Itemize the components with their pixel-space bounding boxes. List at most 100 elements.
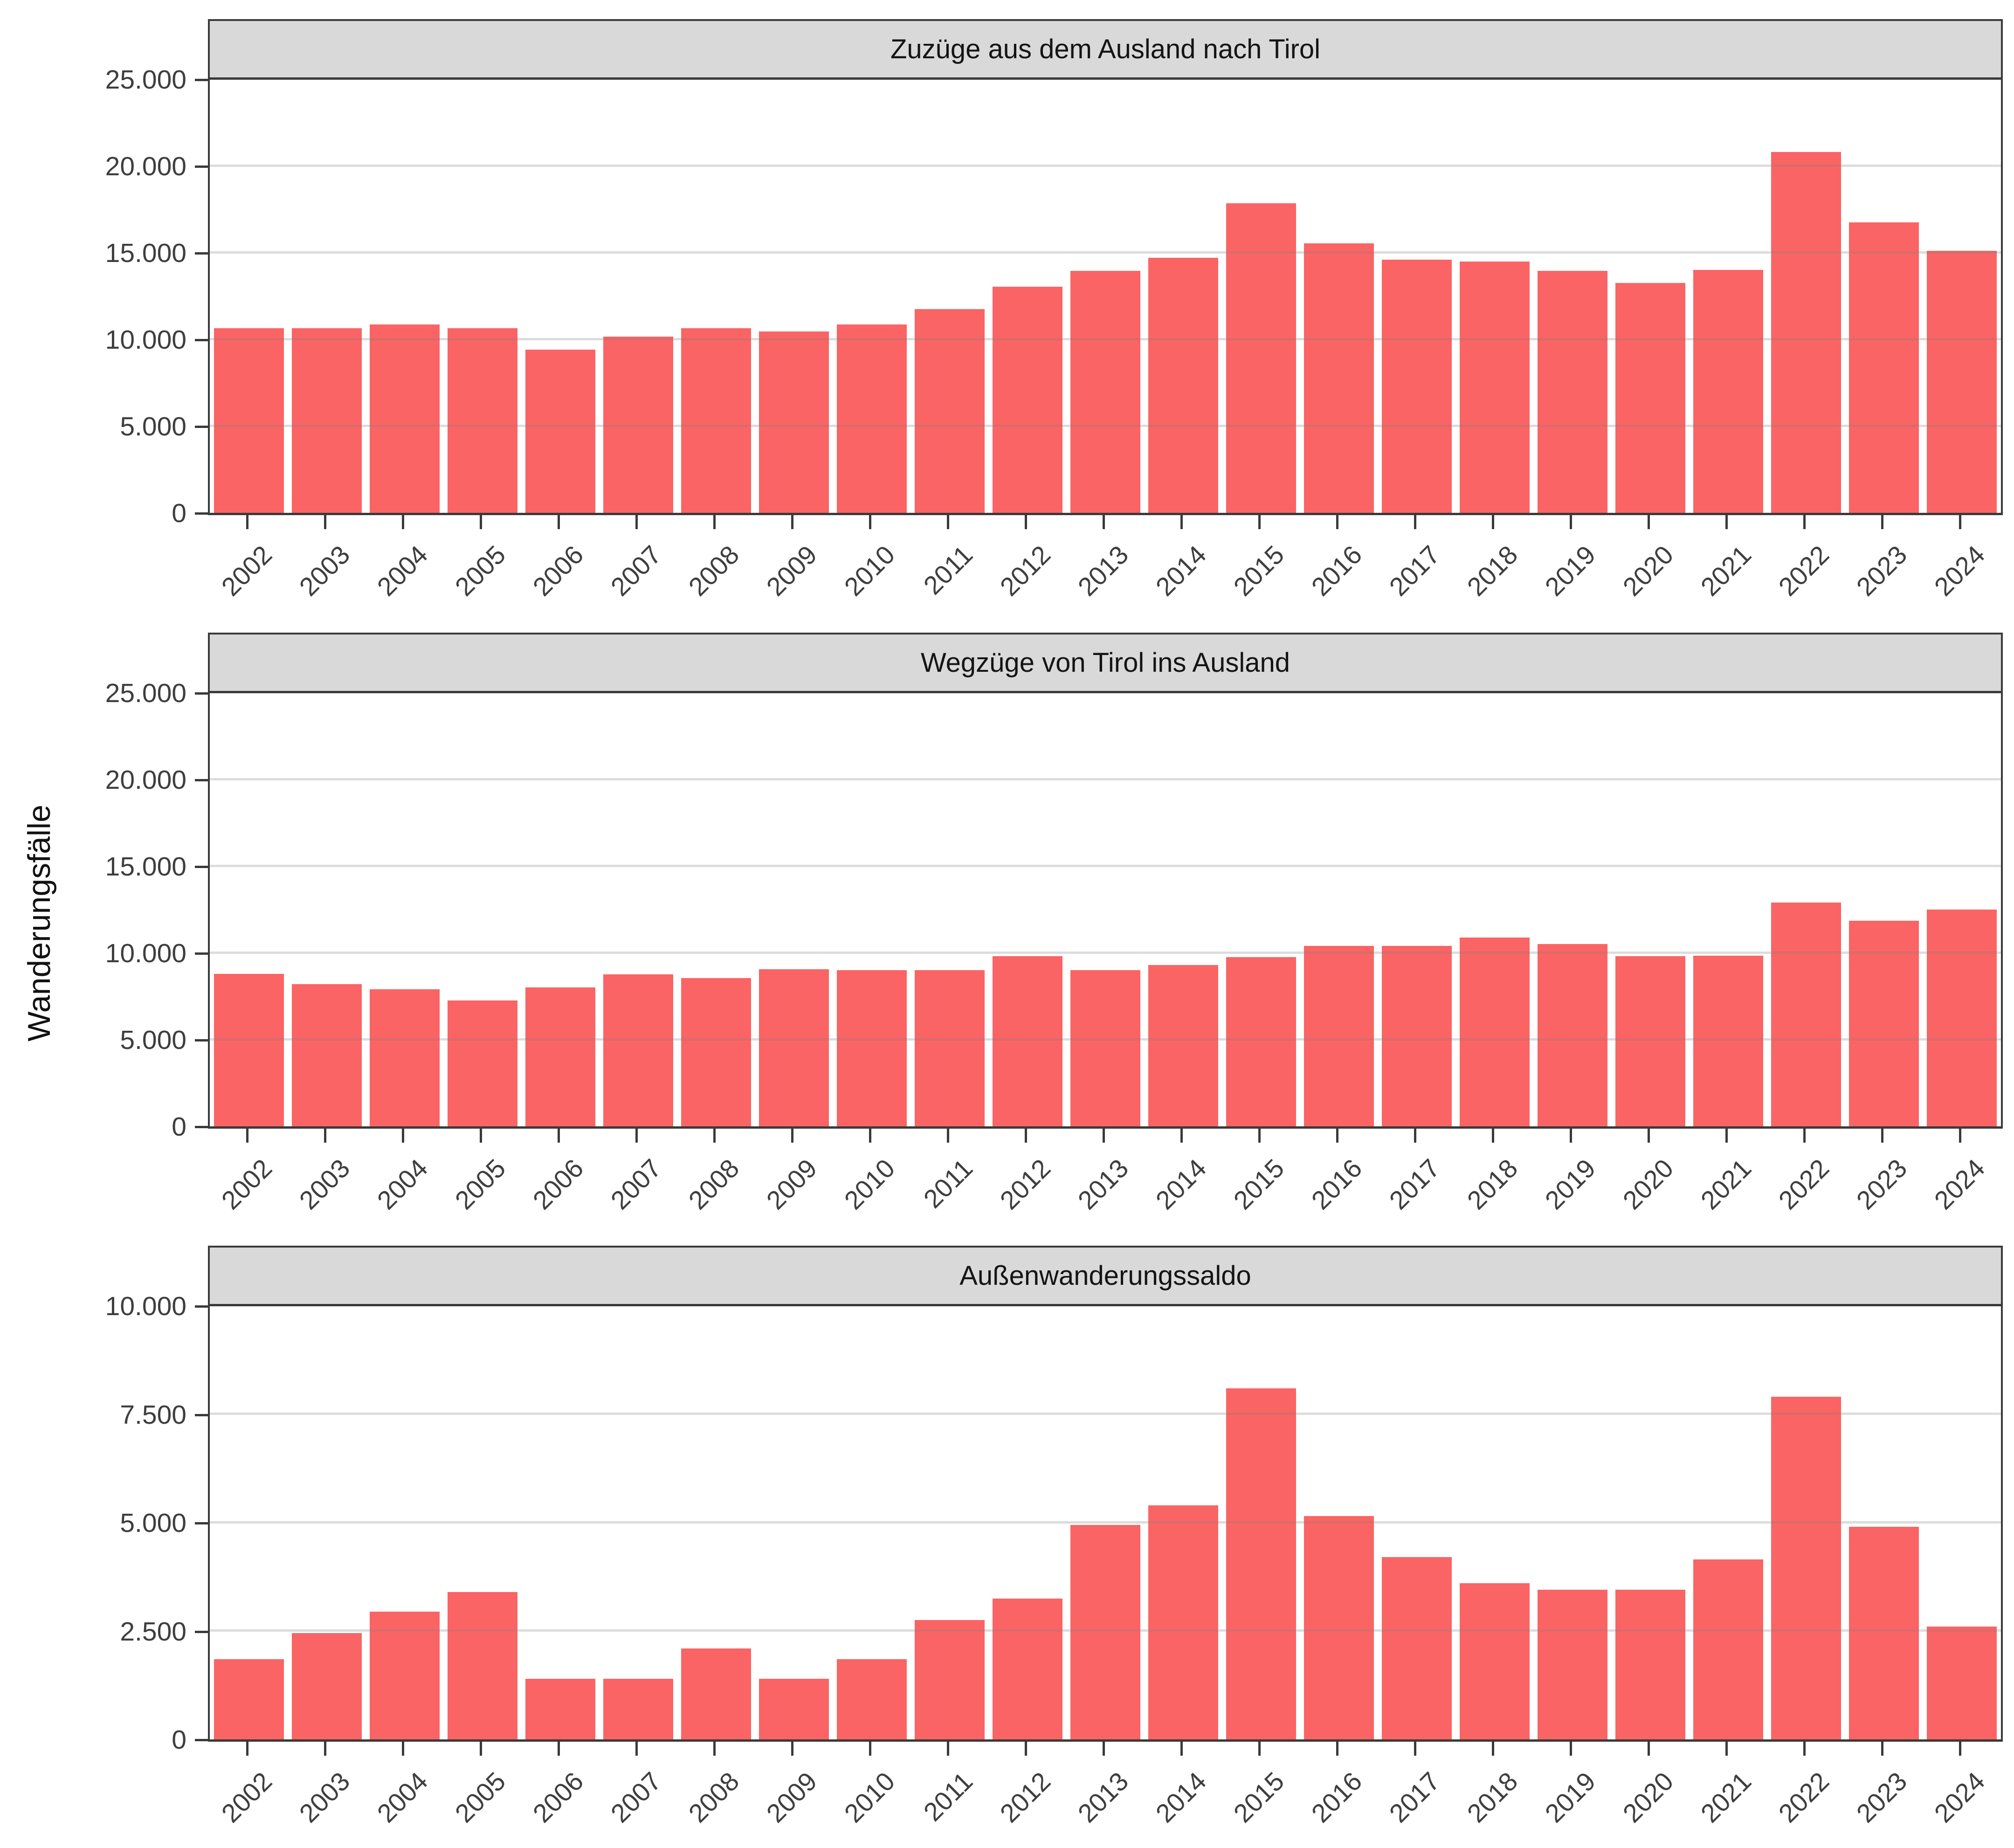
bar-2016 xyxy=(1304,946,1374,1126)
bar-2020 xyxy=(1615,956,1686,1126)
x-tick-label-2019: 2019 xyxy=(1539,539,1601,602)
plot-area: 0 5.000 10.000 15.000 20.000 25.000 xyxy=(105,678,2003,1142)
x-tick-mark-2023 xyxy=(1881,515,1884,529)
x-tick-label-2003: 2003 xyxy=(293,539,355,602)
y-tick-mark-15000 xyxy=(195,866,208,868)
x-tick-label-2024: 2024 xyxy=(1929,1766,1991,1828)
bar-2002 xyxy=(214,1659,284,1739)
x-tick-label-2015: 2015 xyxy=(1228,1153,1290,1215)
x-tick-mark-2007 xyxy=(635,515,638,529)
bar-2008 xyxy=(681,328,751,513)
x-tick-mark-2004 xyxy=(401,515,404,529)
x-tick-label-2023: 2023 xyxy=(1851,539,1913,602)
x-tick-mark-2003 xyxy=(324,1129,326,1143)
x-tick-mark-2018 xyxy=(1492,515,1495,529)
x-tick-label-2007: 2007 xyxy=(605,539,667,602)
x-tick-mark-2021 xyxy=(1725,515,1728,529)
y-tick-label-5000: 5.000 xyxy=(120,1025,186,1055)
x-tick-mark-2017 xyxy=(1414,1742,1417,1756)
x-tick-mark-2022 xyxy=(1803,515,1806,529)
x-tick-mark-2024 xyxy=(1959,1742,1962,1756)
x-tick-label-2011: 2011 xyxy=(917,539,979,600)
x-tick-mark-2015 xyxy=(1258,1129,1261,1143)
bar-2010 xyxy=(836,970,907,1126)
bar-2004 xyxy=(369,324,440,513)
bar-2005 xyxy=(447,1000,517,1126)
facet-strip: Wegzüge von Tirol ins Ausland xyxy=(208,633,2003,693)
x-tick-mark-2013 xyxy=(1103,515,1105,529)
x-tick-mark-2008 xyxy=(713,1742,716,1756)
x-tick-mark-2012 xyxy=(1024,1129,1027,1143)
x-tick-label-2021: 2021 xyxy=(1695,1153,1757,1215)
facet-title: Zuzüge aus dem Ausland nach Tirol xyxy=(890,34,1321,64)
x-tick-mark-2003 xyxy=(324,515,326,529)
bar-2009 xyxy=(759,331,829,513)
x-tick-label-2004: 2004 xyxy=(371,1153,433,1215)
bar-2008 xyxy=(681,978,751,1126)
x-tick-label-2023: 2023 xyxy=(1851,1153,1913,1215)
x-tick-label-2011: 2011 xyxy=(917,1153,979,1214)
y-tick-mark-10000 xyxy=(195,1305,208,1308)
bar-2002 xyxy=(214,328,284,513)
x-tick-label-2007: 2007 xyxy=(605,1766,667,1828)
y-tick-mark-15000 xyxy=(195,252,208,255)
bar-2017 xyxy=(1382,260,1452,513)
bar-2006 xyxy=(525,1679,595,1739)
bar-2011 xyxy=(914,309,985,513)
chart-panel-1: Zuzüge aus dem Ausland nach Tirol 0 5.000… xyxy=(105,19,2003,601)
plot-area: 0 5.000 10.000 15.000 20.000 25.000 xyxy=(105,65,2003,528)
y-tick-mark-5000 xyxy=(195,1039,208,1041)
bar-2003 xyxy=(291,328,362,513)
x-tick-mark-2006 xyxy=(557,1742,560,1756)
bar-2024 xyxy=(1927,1627,1997,1739)
y-tick-label-2500: 2.500 xyxy=(120,1616,186,1647)
x-tick-label-2021: 2021 xyxy=(1695,539,1757,602)
bar-2023 xyxy=(1849,222,1919,513)
x-tick-label-2022: 2022 xyxy=(1773,539,1835,602)
x-tick-label-2020: 2020 xyxy=(1617,1766,1679,1828)
plot-area: 0 2.500 5.000 7.500 10.000 xyxy=(105,1291,2003,1755)
y-tick-label-10000: 10.000 xyxy=(105,1291,186,1321)
x-tick-mark-2010 xyxy=(869,1742,871,1756)
x-tick-label-2005: 2005 xyxy=(449,539,511,602)
bar-2012 xyxy=(992,1599,1062,1739)
y-tick-label-25000: 25.000 xyxy=(105,65,186,95)
y-tick-mark-2500 xyxy=(195,1630,208,1633)
x-tick-mark-2009 xyxy=(791,1742,793,1756)
bar-2013 xyxy=(1070,970,1140,1126)
x-tick-label-2003: 2003 xyxy=(293,1766,355,1828)
bar-2013 xyxy=(1070,271,1140,513)
x-tick-mark-2014 xyxy=(1180,515,1183,529)
bar-2002 xyxy=(214,974,284,1126)
y-tick-label-15000: 15.000 xyxy=(105,238,186,268)
x-tick-label-2009: 2009 xyxy=(760,539,823,602)
x-tick-label-2024: 2024 xyxy=(1929,1153,1991,1215)
x-tick-label-2006: 2006 xyxy=(527,539,589,602)
x-tick-mark-2011 xyxy=(946,515,949,529)
x-tick-label-2018: 2018 xyxy=(1461,539,1524,602)
x-tick-label-2024: 2024 xyxy=(1929,539,1991,602)
gridline-5000 xyxy=(210,1038,2001,1041)
x-tick-label-2013: 2013 xyxy=(1072,1153,1134,1215)
y-tick-label-25000: 25.000 xyxy=(105,678,186,708)
x-tick-label-2015: 2015 xyxy=(1228,539,1290,602)
x-tick-label-2016: 2016 xyxy=(1305,1153,1368,1215)
bar-2003 xyxy=(291,1633,362,1739)
y-tick-label-20000: 20.000 xyxy=(105,765,186,795)
x-tick-mark-2014 xyxy=(1180,1742,1183,1756)
x-tick-mark-2010 xyxy=(869,1129,871,1143)
bar-2012 xyxy=(992,956,1062,1126)
x-tick-label-2008: 2008 xyxy=(683,1153,745,1215)
x-tick-label-2011: 2011 xyxy=(917,1766,979,1827)
y-tick-label-15000: 15.000 xyxy=(105,852,186,882)
x-tick-mark-2012 xyxy=(1024,1742,1027,1756)
y-tick-label-10000: 10.000 xyxy=(105,938,186,968)
bar-2006 xyxy=(525,987,595,1126)
bar-2021 xyxy=(1693,956,1764,1126)
bar-2013 xyxy=(1070,1525,1140,1739)
x-tick-mark-2004 xyxy=(401,1742,404,1756)
facet-title: Wegzüge von Tirol ins Ausland xyxy=(920,648,1290,678)
y-tick-label-7500: 7.500 xyxy=(120,1400,186,1430)
x-tick-label-2003: 2003 xyxy=(293,1153,355,1215)
